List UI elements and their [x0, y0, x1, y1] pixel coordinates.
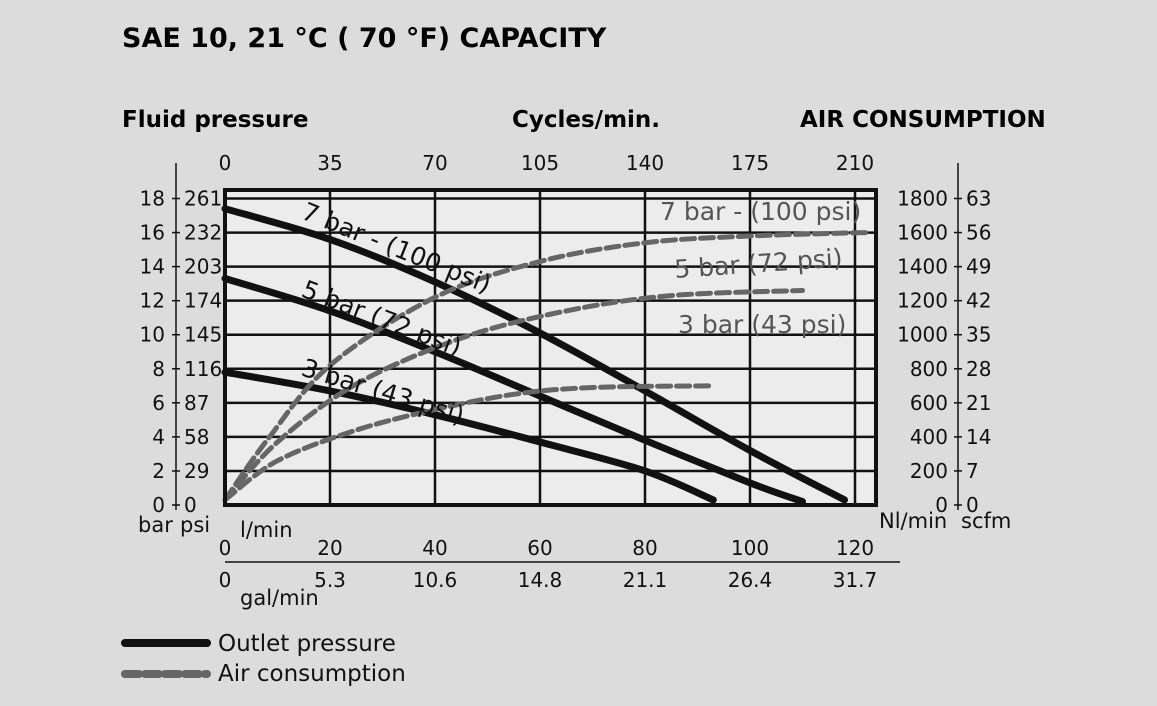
- x-galmin-tick-label: 0: [219, 568, 232, 592]
- y-scfm-tick-label: 0: [966, 493, 979, 517]
- y-nl-tick-label: 1400: [897, 255, 948, 279]
- outlet-pressure-curve: [221, 368, 717, 504]
- y-nl-tick-label: 1600: [897, 221, 948, 245]
- y-psi-tick-label: 232: [184, 221, 222, 245]
- x-lmin-tick-label: 100: [731, 536, 769, 560]
- y-nl-tick-label: 1200: [897, 289, 948, 313]
- plot-frame: [223, 188, 878, 507]
- air-curve-label: 7 bar - (100 psi): [660, 197, 861, 226]
- y-scfm-tick-label: 49: [966, 255, 991, 279]
- x-lmin-tick-label: 60: [527, 536, 552, 560]
- x-top-tick-label: 35: [317, 151, 342, 175]
- air-consumption-curve: [222, 288, 805, 503]
- y-bar-tick-label: 2: [152, 459, 165, 483]
- y-bar-tick-label: 18: [140, 187, 165, 211]
- y-bar-tick-label: 4: [152, 425, 165, 449]
- y-scfm-tick-label: 7: [966, 459, 979, 483]
- cycles-header: Cycles/min.: [512, 107, 660, 133]
- air-consumption-curve: [222, 230, 868, 503]
- y-psi-tick-label: 58: [184, 425, 209, 449]
- y-scfm-tick-label: 35: [966, 323, 991, 347]
- y-nl-tick-label: 600: [910, 391, 948, 415]
- legend-air-label: Air consumption: [218, 661, 406, 687]
- y-bar-tick-label: 0: [152, 493, 165, 517]
- y-bar-tick-label: 6: [152, 391, 165, 415]
- y-psi-tick-label: 174: [184, 289, 222, 313]
- x-top-tick-label: 175: [731, 151, 769, 175]
- air-curve-label: 3 bar (43 psi): [678, 310, 846, 339]
- axes: [172, 163, 962, 563]
- bar-unit-label: bar: [138, 513, 173, 537]
- x-top-tick-label: 210: [836, 151, 874, 175]
- x-top-tick-label: 105: [521, 151, 559, 175]
- y-psi-tick-label: 261: [184, 187, 222, 211]
- y-psi-tick-label: 0: [184, 493, 197, 517]
- y-bar-tick-label: 16: [140, 221, 165, 245]
- psi-unit-label: psi: [180, 513, 210, 537]
- x-lmin-tick-label: 80: [632, 536, 657, 560]
- y-nl-tick-label: 1800: [897, 187, 948, 211]
- x-top-tick-label: 140: [626, 151, 664, 175]
- y-bar-tick-label: 8: [152, 357, 165, 381]
- y-bar-tick-label: 12: [140, 289, 165, 313]
- x-galmin-tick-label: 14.8: [518, 568, 563, 592]
- y-nl-tick-label: 400: [910, 425, 948, 449]
- y-nl-tick-label: 0: [935, 493, 948, 517]
- x-lmin-tick-label: 20: [317, 536, 342, 560]
- lmin-unit-label: l/min: [240, 518, 293, 542]
- fluid-pressure-header: Fluid pressure: [122, 107, 308, 133]
- y-nl-tick-label: 800: [910, 357, 948, 381]
- y-nl-tick-label: 1000: [897, 323, 948, 347]
- nlmin-unit-label: Nl/min: [879, 509, 947, 533]
- y-psi-tick-label: 29: [184, 459, 209, 483]
- y-scfm-tick-label: 21: [966, 391, 991, 415]
- y-scfm-tick-label: 28: [966, 357, 991, 381]
- x-lmin-tick-label: 40: [422, 536, 447, 560]
- x-galmin-tick-label: 31.7: [833, 568, 878, 592]
- scfm-unit-label: scfm: [961, 509, 1011, 533]
- chart-title: SAE 10, 21 °C ( 70 °F) CAPACITY: [122, 23, 607, 54]
- y-nl-tick-label: 200: [910, 459, 948, 483]
- y-psi-tick-label: 87: [184, 391, 209, 415]
- air-consumption-curve: [222, 383, 716, 503]
- y-scfm-tick-label: 42: [966, 289, 991, 313]
- x-top-tick-label: 70: [422, 151, 447, 175]
- air-consumption-header: AIR CONSUMPTION: [800, 107, 1046, 133]
- x-galmin-tick-label: 26.4: [728, 568, 773, 592]
- x-lmin-tick-label: 120: [836, 536, 874, 560]
- outlet-pressure-curve: [221, 205, 848, 504]
- x-galmin-tick-label: 5.3: [314, 568, 346, 592]
- y-scfm-tick-label: 56: [966, 221, 991, 245]
- x-top-tick-label: 0: [219, 151, 232, 175]
- y-scfm-tick-label: 63: [966, 187, 991, 211]
- x-galmin-tick-label: 10.6: [413, 568, 458, 592]
- y-bar-tick-label: 14: [140, 255, 165, 279]
- y-bar-tick-label: 10: [140, 323, 165, 347]
- y-psi-tick-label: 203: [184, 255, 222, 279]
- legend-outlet-label: Outlet pressure: [218, 631, 396, 657]
- galmin-unit-label: gal/min: [240, 586, 319, 610]
- x-galmin-tick-label: 21.1: [623, 568, 668, 592]
- y-psi-tick-label: 116: [184, 357, 222, 381]
- y-psi-tick-label: 145: [184, 323, 222, 347]
- curves: [221, 205, 868, 506]
- legend: Outlet pressure Air consumption: [121, 631, 406, 687]
- x-lmin-tick-label: 0: [219, 536, 232, 560]
- y-scfm-tick-label: 14: [966, 425, 991, 449]
